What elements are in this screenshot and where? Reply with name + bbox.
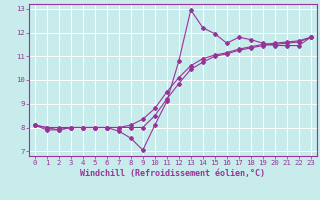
X-axis label: Windchill (Refroidissement éolien,°C): Windchill (Refroidissement éolien,°C) xyxy=(80,169,265,178)
